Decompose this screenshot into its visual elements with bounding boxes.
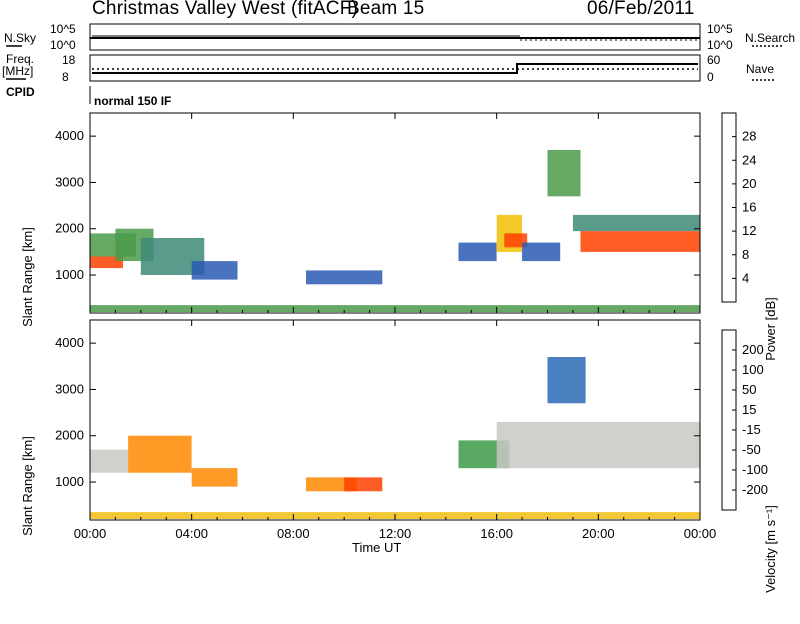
scatter-region-2 [191, 468, 238, 487]
colorbar-tick-label: 24 [742, 152, 756, 167]
freq-label-2: [MHz] [2, 64, 34, 78]
x-tick-label: 00:00 [74, 526, 107, 541]
y-tick-label: 1000 [55, 474, 84, 489]
scatter-region-13 [572, 214, 700, 232]
y-tick-label: 2000 [55, 428, 84, 443]
y-tick-label: 3000 [55, 174, 84, 189]
colorbar-tick-label: -15 [742, 422, 761, 437]
scatter-region-1 [128, 435, 192, 473]
nsky-panel [6, 23, 782, 51]
x-tick-label: 00:00 [684, 526, 717, 541]
freq-tick-bottom: 8 [62, 70, 69, 84]
y-tick-label: 3000 [55, 381, 84, 396]
cpid-label: CPID [6, 85, 35, 99]
nsky-label: N.Sky [4, 31, 37, 45]
colorbar-tick-label: 200 [742, 342, 764, 357]
scatter-region-3 [306, 477, 357, 492]
colorbar-tick-label: 4 [742, 270, 749, 285]
colorbar-tick-label: -100 [742, 462, 768, 477]
colorbar-tick-label: 12 [742, 223, 756, 238]
beam-label: Beam 15 [347, 0, 425, 19]
scatter-region-0 [90, 256, 123, 269]
scatter-region-10 [522, 242, 561, 262]
scatter-region-11 [547, 150, 581, 197]
panel-velocity: 1000 2000 3000 4000 00:00 04:00 08:00 12:00 16:0… [55, 319, 717, 541]
x-tick-label: 16:00 [480, 526, 513, 541]
scatter-region-7 [496, 421, 700, 469]
colorbar-tick-label: 100 [742, 362, 764, 377]
x-tick-label: 12:00 [379, 526, 412, 541]
freq-panel [6, 54, 776, 82]
nsky-tick-bottom: 10^0 [50, 38, 76, 52]
colorbar-tick-label: 8 [742, 247, 749, 262]
plot-frame [89, 112, 701, 314]
nave-tick-top: 60 [707, 53, 721, 67]
freq-tick-top: 18 [62, 53, 76, 67]
nave-tick-bottom: 0 [707, 70, 714, 84]
colorbar-tick-label: 15 [742, 402, 756, 417]
colorbar-frame [721, 329, 737, 511]
plot-frame [89, 319, 701, 521]
date-label: 06/Feb/2011 [587, 0, 695, 19]
cpid-value: normal 150 IF [94, 94, 172, 108]
scatter-region-8 [547, 357, 586, 404]
nsearch-label: N.Search [745, 31, 796, 45]
xlabel: Time UT [352, 540, 402, 555]
nave-label: Nave [746, 62, 775, 76]
freq-label-1: Freq. [6, 52, 35, 66]
station-title: Christmas Valley West (fitACF) [92, 0, 359, 19]
x-tick-label: 20:00 [582, 526, 615, 541]
colorbar-power: 4 8 12 16 20 24 28 [721, 112, 756, 303]
nsky-tick-top: 10^5 [50, 22, 76, 36]
scatter-region-4 [344, 477, 383, 492]
colorbar-tick-label: -200 [742, 482, 768, 497]
y-tick-label: 2000 [55, 221, 84, 236]
scatter-region-9 [504, 233, 528, 248]
x-tick-label: 08:00 [277, 526, 310, 541]
colorbar-tick-label: 28 [742, 129, 756, 144]
colorbar-tick-label: 50 [742, 382, 756, 397]
x-tick-label: 04:00 [175, 526, 208, 541]
colorbar-tick-label: 20 [742, 176, 756, 191]
scatter-region-0 [90, 449, 129, 473]
panel-power: 1000 2000 3000 4000 [55, 112, 701, 314]
nsearch-tick-top: 10^5 [707, 22, 733, 36]
figure-canvas: 1000200030004000481216202428100020003000… [6, 23, 782, 541]
y-tick-label: 4000 [55, 335, 84, 350]
colorbar-tick-label: 16 [742, 200, 756, 215]
scatter-region-4 [191, 261, 238, 280]
nsearch-tick-bottom: 10^0 [707, 38, 733, 52]
scatter-region-5 [306, 270, 383, 285]
y-tick-label: 4000 [55, 128, 84, 143]
scatter-region-7 [458, 242, 497, 262]
scatter-region-12 [580, 231, 700, 252]
y-tick-label: 1000 [55, 267, 84, 282]
colorbar-velocity: 200 100 50 15 -15 -50 -100 -200 [721, 329, 768, 511]
colorbar-tick-label: -50 [742, 442, 761, 457]
